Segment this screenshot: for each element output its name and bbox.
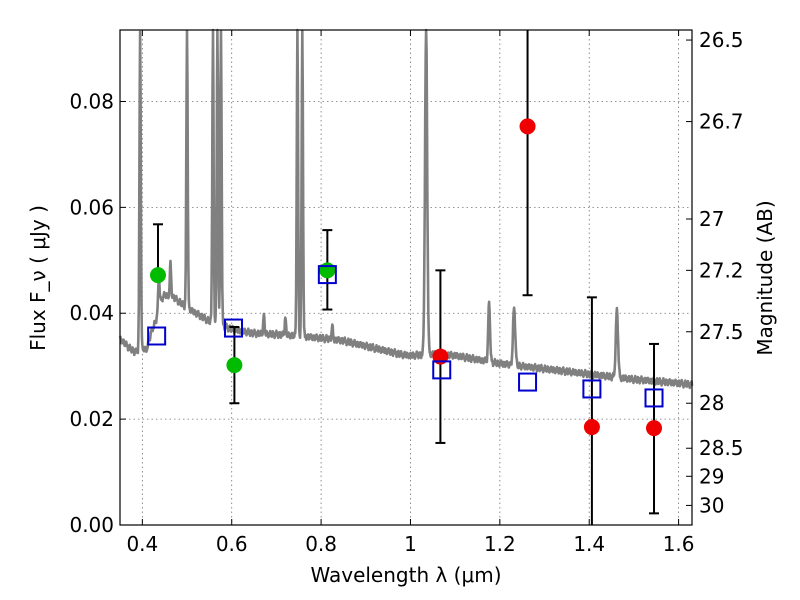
x-axis-ticks: 0.4 0.6 0.8 1 1.2 1.4 1.6 [126, 30, 695, 556]
y-tick-label: 0.02 [69, 407, 114, 431]
data-series [147, 30, 664, 525]
y-tick-label: 0.08 [69, 89, 114, 113]
y-tick-label: 0.00 [69, 513, 114, 537]
right-tick-label: 27.2 [699, 258, 744, 282]
x-tick-label: 1.2 [484, 532, 516, 556]
x-tick-label: 0.4 [126, 532, 158, 556]
x-tick-label: 0.8 [305, 532, 337, 556]
x-tick-label: 0.6 [216, 532, 248, 556]
model-square-point [518, 372, 538, 392]
plot-frame [119, 29, 693, 526]
model-square-point [224, 318, 244, 338]
right-tick-label: 27.5 [699, 320, 744, 344]
model-square-point [147, 326, 167, 346]
right-tick-label: 26.5 [699, 28, 744, 52]
right-tick-label: 27 [699, 207, 724, 231]
model-square-point [582, 379, 602, 399]
y-tick-label: 0.06 [69, 195, 114, 219]
right-tick-label: 30 [699, 493, 724, 517]
right-tick-label: 28.5 [699, 436, 744, 460]
x-tick-label: 1.4 [573, 532, 605, 556]
data-circle-point [519, 118, 536, 135]
y-axis-label: Flux F_ν ( μJy ) [26, 205, 50, 351]
data-circle-point [149, 267, 166, 284]
model-square-point [317, 265, 337, 285]
x-tick-label: 1.6 [663, 532, 695, 556]
data-circle-point [319, 262, 336, 279]
x-axis-label: Wavelength λ (μm) [310, 563, 501, 587]
data-circle-point [646, 420, 663, 437]
data-circle-point [226, 357, 243, 374]
grid-lines [120, 30, 692, 526]
y-tick-label: 0.04 [69, 301, 114, 325]
right-axis-label: Magnitude (AB) [753, 200, 777, 355]
model-square-point [432, 360, 452, 380]
right-tick-label: 26.7 [699, 110, 744, 134]
right-tick-label: 29 [699, 464, 724, 488]
y-axis-ticks: 0.00 0.02 0.04 0.06 0.08 [69, 89, 126, 537]
model-square-point [644, 388, 664, 408]
spectrum-line [118, 28, 694, 390]
model-spectrum [118, 28, 694, 390]
x-tick-label: 1 [404, 532, 417, 556]
right-axis-ticks: 26.5 26.7 27 27.2 27.5 28 28.5 29 30 [686, 28, 744, 517]
right-tick-label: 28 [699, 391, 724, 415]
data-circle-point [583, 419, 600, 436]
